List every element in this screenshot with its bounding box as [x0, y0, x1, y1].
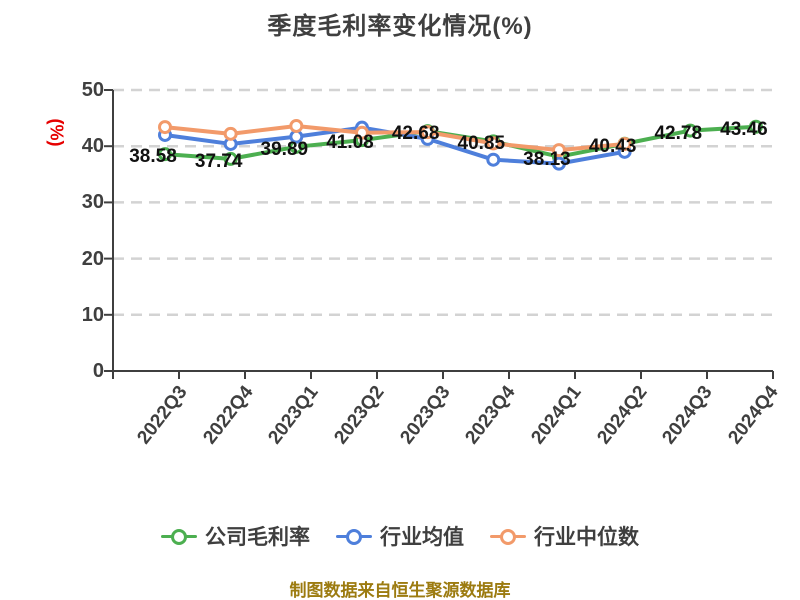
legend-label: 公司毛利率 [205, 526, 310, 549]
data-label-2024Q2: 40.43 [588, 135, 637, 157]
legend-label: 行业中位数 [534, 526, 639, 549]
series-2-marker-3 [354, 125, 369, 140]
legend-circle [500, 528, 516, 545]
data-label-2024Q4: 43.46 [720, 118, 768, 140]
y-tick-label-30: 30 [81, 191, 104, 214]
y-tick-label-20: 20 [81, 247, 104, 270]
legend-circle [346, 528, 362, 545]
legend-item-行业中位数[interactable]: 行业中位数 [490, 521, 639, 551]
data-label-2022Q3: 38.58 [129, 146, 177, 168]
y-tick-label-50: 50 [81, 79, 104, 101]
series-2-marker-1 [223, 126, 238, 141]
data-label-2023Q3: 42.68 [391, 123, 440, 145]
series-2-marker-7 [617, 136, 632, 151]
legend-label: 行业均值 [380, 526, 464, 549]
series-0-marker-0 [158, 147, 172, 162]
y-tick-label-40: 40 [81, 135, 104, 158]
series-0-marker-9 [748, 119, 763, 134]
data-label-2024Q3: 42.78 [654, 122, 703, 144]
series-2-marker-4 [420, 125, 435, 140]
series-2-marker-2 [289, 118, 304, 133]
series-0-marker-1 [223, 151, 238, 166]
series-1-marker-6 [551, 156, 566, 171]
series-2-marker-0 [158, 120, 172, 135]
series-2-marker-5 [486, 136, 501, 151]
series-1-marker-5 [486, 152, 501, 167]
legend-line-circle-icon [490, 528, 526, 545]
data-label-2023Q2: 41.08 [326, 132, 374, 154]
chart-footer: 制图数据来自恒生聚源数据库 [289, 581, 511, 600]
legend-item-公司毛利率[interactable]: 公司毛利率 [161, 521, 310, 551]
data-label-2023Q4: 40.85 [457, 133, 506, 155]
y-tick-label-0: 0 [92, 360, 104, 382]
data-label-2023Q1: 39.89 [260, 138, 309, 160]
legend-circle [171, 528, 187, 545]
chart-title: 季度毛利率变化情况(%) [267, 13, 533, 40]
data-label-2024Q1: 38.13 [523, 148, 571, 170]
series-2-marker-6 [551, 143, 566, 158]
series-line-2 [163, 123, 627, 153]
legend-item-行业均值[interactable]: 行业均值 [336, 521, 464, 551]
y-tick-label-10: 10 [81, 303, 104, 326]
legend: 公司毛利率 行业均值 行业中位数 [0, 521, 800, 551]
legend-line-circle-icon [336, 528, 372, 545]
legend-line-circle-icon [161, 528, 197, 545]
series-0-marker-8 [683, 123, 698, 138]
data-label-2022Q4: 37.74 [194, 150, 243, 172]
